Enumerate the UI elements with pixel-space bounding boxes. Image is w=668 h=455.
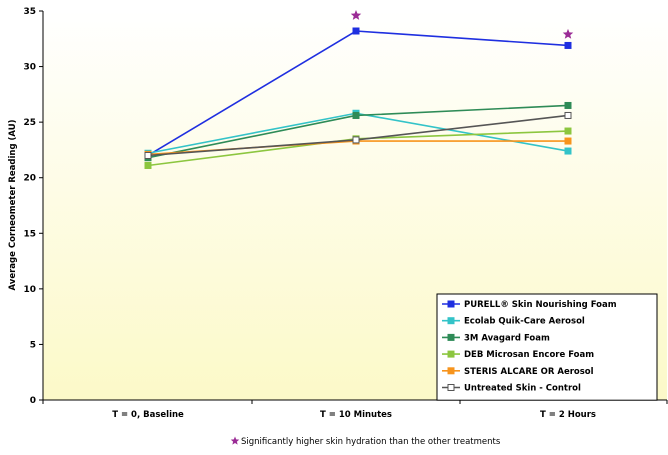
y-tick-label: 20	[23, 174, 36, 184]
y-tick-label: 35	[23, 7, 36, 17]
y-tick-label: 0	[30, 396, 36, 406]
series-layer	[144, 27, 572, 169]
legend-label: Untreated Skin - Control	[464, 384, 581, 394]
significance-star-icon	[350, 9, 362, 20]
legend-item: DEB Microsan Encore Foam	[442, 350, 594, 360]
data-point	[564, 111, 572, 119]
legend-label: 3M Avagard Foam	[464, 333, 550, 343]
legend-marker	[447, 317, 455, 325]
x-tick-label: T = 2 Hours	[540, 410, 596, 420]
legend-label: PURELL® Skin Nourishing Foam	[464, 300, 617, 310]
x-tick-label: T = 10 Minutes	[320, 410, 392, 420]
legend-label: Ecolab Quik-Care Aerosol	[464, 317, 585, 327]
legend-item: STERIS ALCARE OR Aerosol	[442, 367, 594, 377]
x-tick-label: T = 0, Baseline	[112, 410, 184, 420]
legend-item: PURELL® Skin Nourishing Foam	[442, 300, 617, 310]
y-axis-label: Average Corneometer Reading (AU)	[8, 119, 18, 290]
data-point	[352, 136, 360, 144]
data-point	[564, 101, 572, 109]
legend-item: Ecolab Quik-Care Aerosol	[442, 317, 585, 327]
data-point	[352, 27, 360, 35]
data-point	[564, 137, 572, 145]
data-point	[144, 151, 152, 159]
footnote-star-icon	[230, 436, 240, 445]
data-point	[352, 111, 360, 119]
y-tick-label: 5	[30, 340, 36, 350]
footnote-text: Significantly higher skin hydration than…	[241, 437, 501, 447]
legend-label: DEB Microsan Encore Foam	[464, 350, 594, 360]
legend-item: 3M Avagard Foam	[442, 333, 550, 343]
y-tick-label: 15	[23, 229, 36, 239]
legend: PURELL® Skin Nourishing Foam Ecolab Quik-…	[436, 293, 658, 401]
legend-marker	[447, 333, 455, 341]
legend-marker	[447, 384, 455, 391]
legend-item: Untreated Skin - Control	[442, 384, 581, 394]
x-axis: T = 0, Baseline T = 10 Minutes T = 2 Hours	[42, 399, 668, 420]
legend-marker	[447, 367, 455, 375]
data-point	[564, 147, 572, 155]
legend-marker	[447, 300, 455, 308]
significance-star-icon	[562, 28, 574, 39]
data-point	[564, 127, 572, 135]
data-point	[564, 41, 572, 49]
y-axis: 0 5 10 15 20 25 30 35	[23, 7, 44, 406]
y-tick-label: 30	[23, 63, 36, 73]
legend-marker	[447, 350, 455, 358]
series-6	[144, 111, 572, 159]
footnote: Significantly higher skin hydration than…	[230, 436, 501, 447]
legend-label: STERIS ALCARE OR Aerosol	[464, 367, 594, 377]
y-tick-label: 10	[23, 285, 36, 295]
y-tick-label: 25	[23, 118, 36, 128]
annotation-layer	[350, 9, 574, 39]
legend-box	[436, 293, 658, 401]
data-point	[144, 161, 152, 169]
